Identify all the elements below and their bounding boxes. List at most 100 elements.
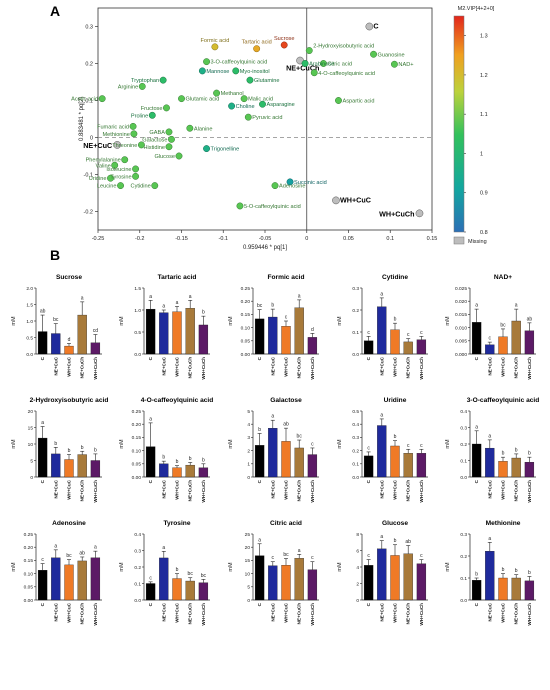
significance-letter: bc (201, 573, 207, 579)
score-point (178, 95, 185, 103)
x-tick-label: -0.1 (219, 236, 228, 242)
point-label: Arabinose (309, 62, 334, 68)
point-label: Alanine (194, 126, 213, 132)
point-label: Acetic acid (71, 97, 98, 103)
y-tick-label: 0.0 (26, 352, 33, 358)
y-tick-label: 0 (247, 598, 250, 604)
significance-letter: bc (188, 571, 194, 577)
missing-swatch (453, 236, 465, 245)
significance-letter: b (528, 451, 531, 457)
category-label: C (474, 602, 479, 606)
y-tick-label: 15 (28, 425, 34, 431)
significance-letter: b (502, 567, 505, 573)
significance-letter: c (367, 445, 370, 451)
score-point (390, 60, 398, 68)
score-point (271, 182, 279, 190)
score-point (228, 102, 236, 110)
significance-letter: c (420, 443, 423, 449)
category-label: WH+CuC (393, 479, 398, 499)
y-tick-label: 3 (247, 435, 250, 441)
category-label: WH+CuC (67, 602, 72, 622)
bar (498, 461, 508, 478)
bar-chart-title: Glucose (382, 520, 408, 527)
significance-letter: a (475, 303, 478, 309)
bar (254, 555, 265, 601)
point-label: Threonine (112, 143, 137, 149)
point-label: Cytidine (131, 184, 151, 190)
point-label: Tryptophan (131, 78, 159, 84)
y-tick-label: 0.05 (241, 339, 251, 345)
y-tick-label: 20 (245, 545, 251, 551)
point-label: Isoleucine (106, 167, 131, 173)
x-tick-label: 0.1 (386, 236, 394, 242)
y-axis-label: mM (119, 562, 125, 572)
y-tick-label: 1 (247, 462, 250, 468)
bar (64, 459, 74, 478)
category-label: NE+CuCh (406, 603, 411, 625)
significance-letter: bc (257, 303, 263, 309)
y-tick-label: 0.0 (460, 475, 467, 481)
bar (363, 340, 374, 355)
score-point (168, 135, 175, 143)
bar (511, 320, 521, 355)
colorbar-tick-label: 1.1 (480, 112, 488, 118)
y-tick-label: 0.000 (455, 352, 467, 358)
bar (524, 580, 535, 601)
y-tick-label: 0.15 (241, 312, 251, 318)
score-point (148, 111, 156, 119)
bar (498, 577, 508, 601)
bar (254, 445, 265, 478)
category-label: WH+CuC (501, 602, 506, 622)
significance-letter: a (298, 548, 301, 554)
significance-letter: b (81, 445, 84, 451)
bar (145, 446, 156, 478)
significance-letter: b (202, 310, 205, 316)
y-tick-label: 1.5 (26, 302, 33, 308)
category-label: NE+CuC (487, 602, 492, 621)
bar (416, 339, 427, 355)
bar (416, 563, 427, 601)
significance-letter: b (394, 434, 397, 440)
score-point (286, 178, 294, 186)
score-point (203, 145, 211, 153)
score-point (129, 122, 137, 130)
bar-chart-title: NAD+ (494, 274, 512, 281)
score-point (211, 43, 219, 51)
score-point (301, 60, 309, 67)
point-label: Tartaric acid (242, 40, 272, 46)
y-axis-label: 0.883481 * pq[2] (79, 97, 85, 141)
y-axis-label: mM (119, 439, 125, 449)
bar-chart-title: Tartaric acid (158, 274, 197, 281)
bar (416, 453, 427, 478)
y-tick-label: 0.0 (352, 475, 359, 481)
y-tick-label: 0.10 (24, 571, 34, 577)
y-tick-label: 0.005 (455, 339, 467, 345)
x-tick-label: 0 (305, 236, 308, 242)
score-point (137, 141, 145, 149)
bar-chart-title: 2-Hydroxyisobutyric acid (30, 397, 109, 404)
y-axis-label: mM (228, 439, 234, 449)
y-tick-label: 0.2 (460, 554, 467, 560)
y-tick-label: 0.5 (352, 409, 359, 415)
category-label: WH+CuCh (310, 357, 315, 380)
category-label: NE+CuCh (297, 480, 302, 502)
category-label: WH+CuC (175, 602, 180, 622)
score-point (151, 182, 159, 190)
category-label: NE+CuCh (188, 603, 193, 625)
y-tick-label: 5 (30, 458, 33, 464)
y-tick-label: 4 (356, 565, 359, 571)
y-tick-label: 2 (247, 448, 250, 454)
significance-letter: c (367, 553, 370, 559)
bar (471, 322, 482, 355)
bar (511, 457, 521, 478)
point-label: 2-Hydroxyisobutyric acid (313, 44, 374, 50)
significance-letter: a (380, 534, 383, 540)
y-axis-label: mM (11, 562, 17, 572)
bar (185, 464, 195, 478)
point-label: Formic acid (200, 38, 229, 44)
point-label: WH+CuC (340, 195, 371, 204)
category-label: C (366, 356, 371, 360)
y-tick-label: 0.00 (24, 598, 34, 604)
y-tick-label: 0.4 (460, 409, 467, 415)
